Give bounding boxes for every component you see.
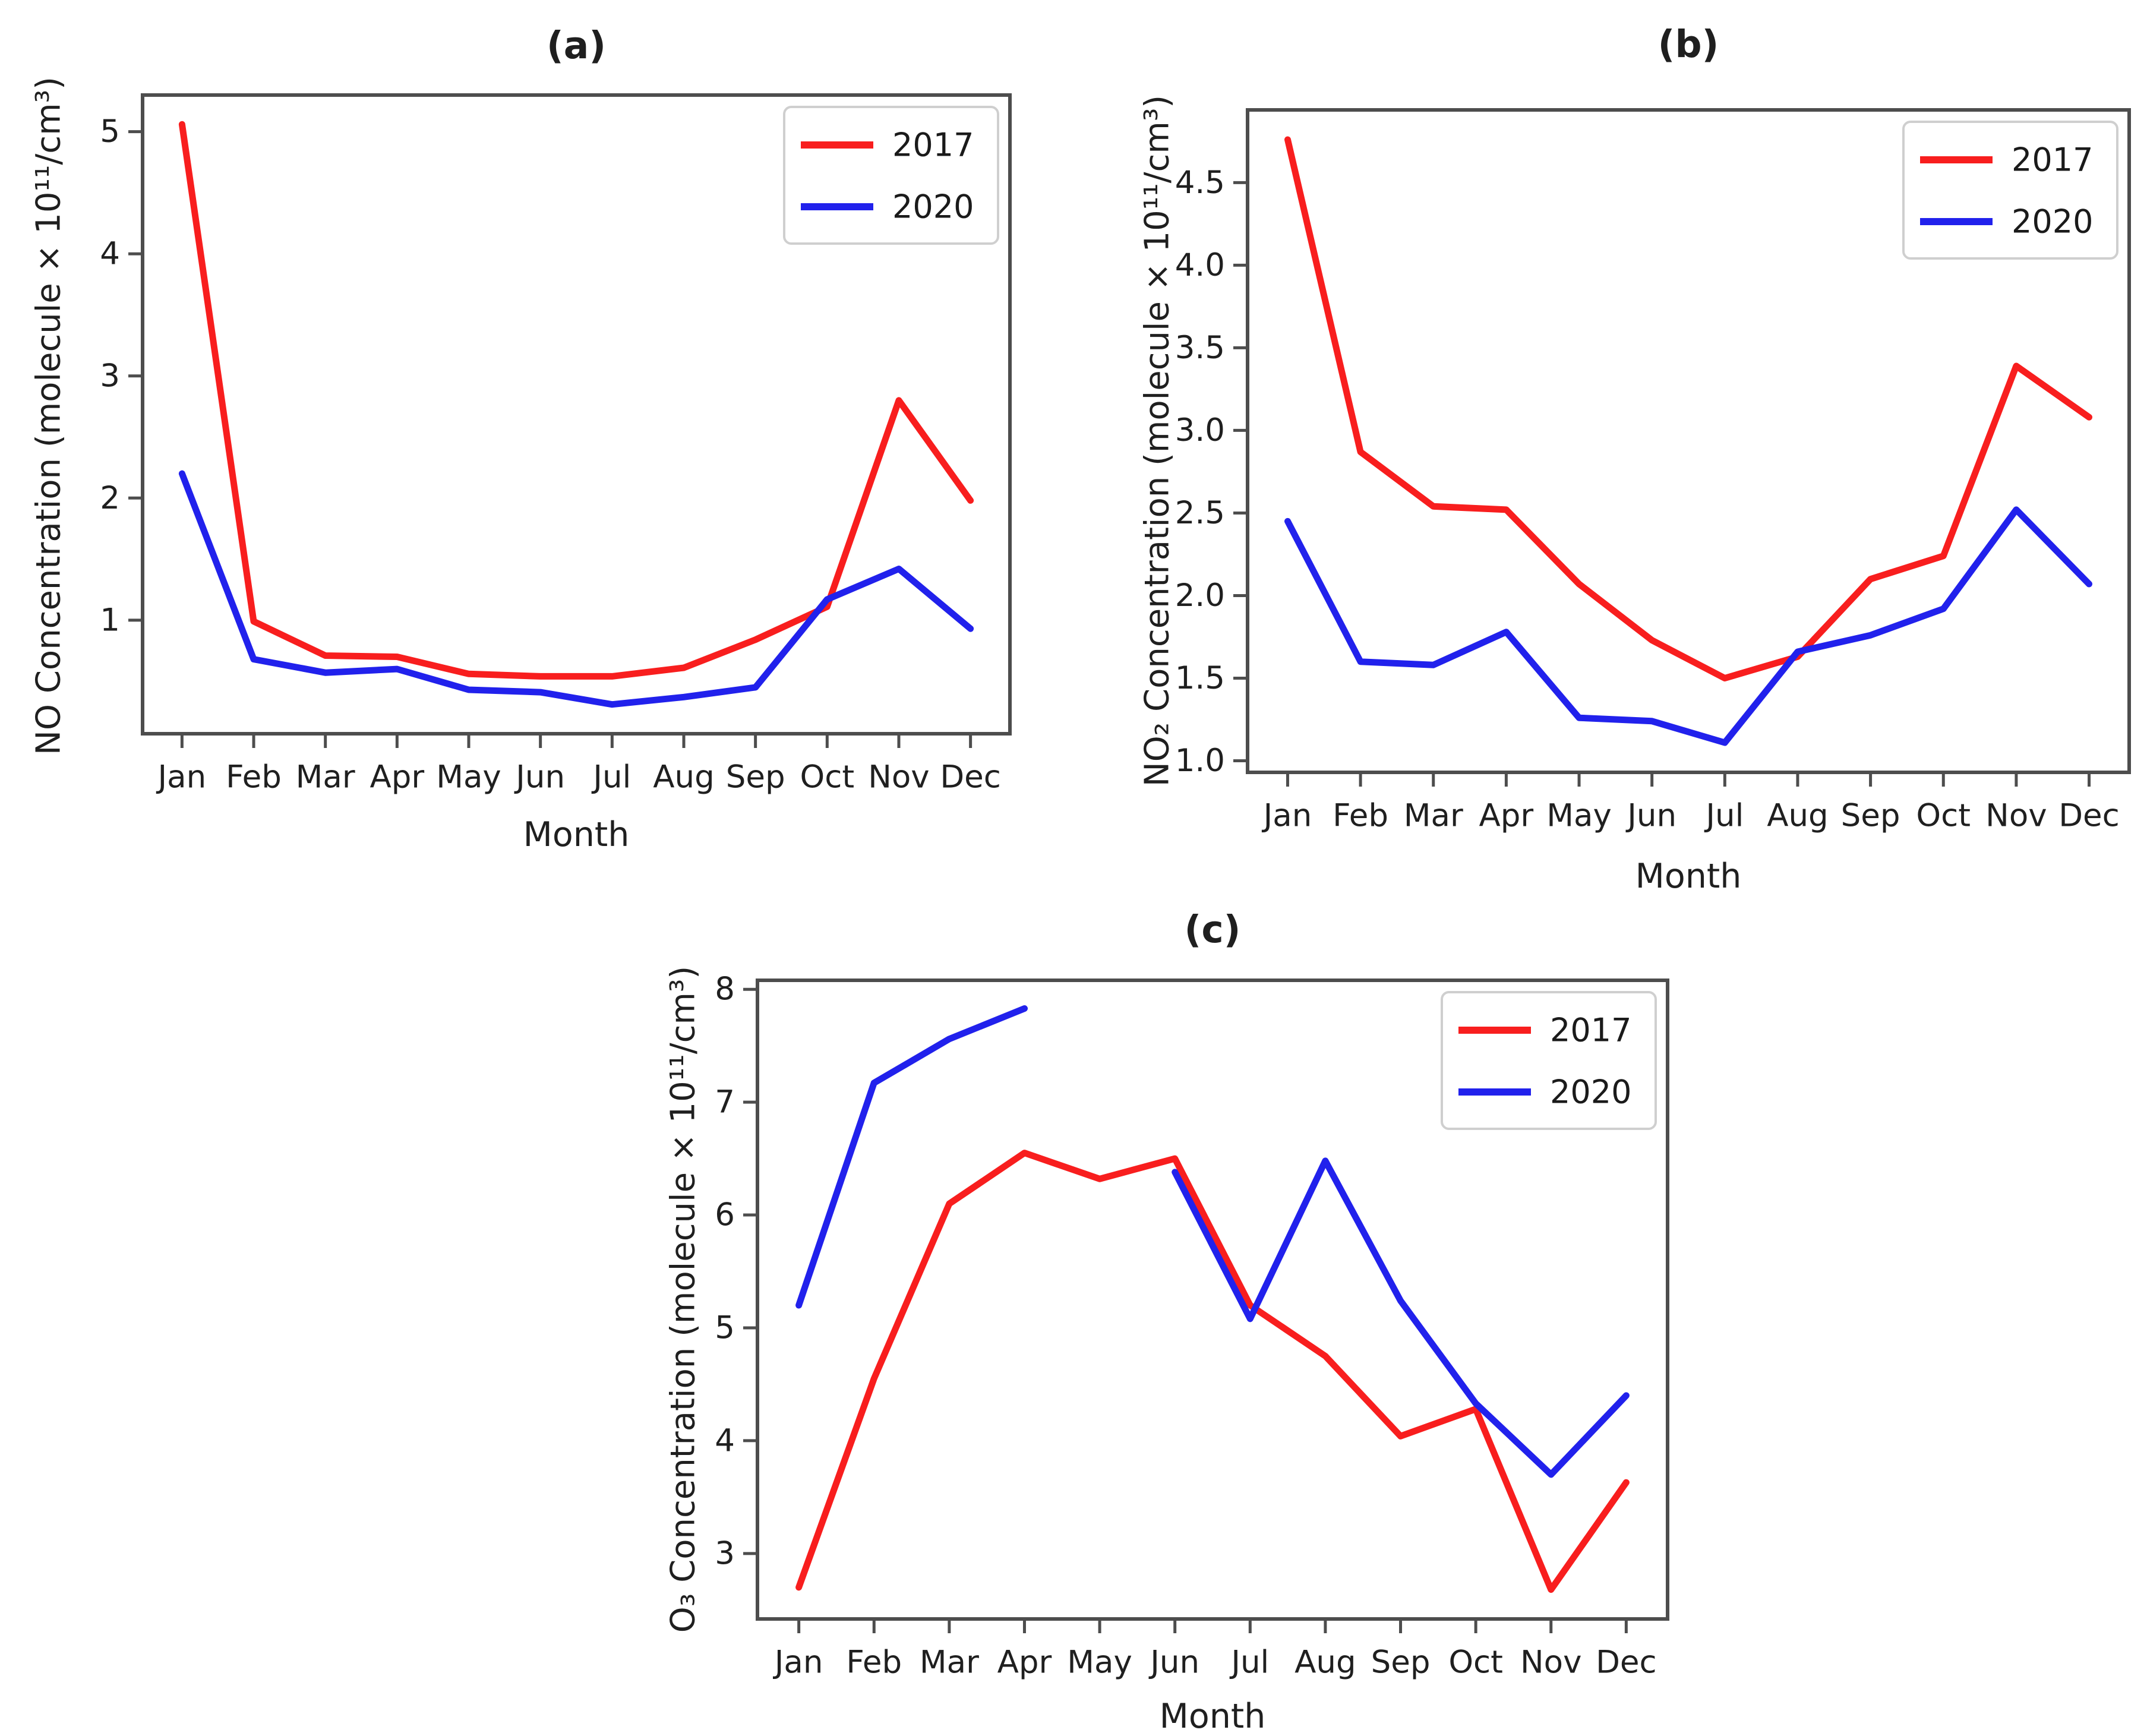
legend: 2017 2020 [783,106,999,245]
x-tick-label: Jan [773,1644,823,1680]
x-tick-label: Jun [514,759,565,795]
y-tick-label: 4.0 [1175,247,1225,283]
legend-label: 2020 [1550,1074,1631,1111]
x-tick-label: Mar [296,759,355,795]
y-tick-label: 7 [715,1084,735,1120]
y-tick-label: 4.5 [1175,165,1225,201]
x-tick-label: Mar [1404,797,1463,834]
series-line-2017 [1284,136,2092,681]
chart-a-title: (a) [546,24,607,67]
y-tick-label: 3.5 [1175,330,1225,366]
x-tick-label: Apr [370,759,424,795]
x-tick-label: Mar [920,1644,979,1680]
x-tick-label: Aug [653,759,715,795]
x-tick-label: Dec [940,759,1001,795]
x-tick-label: Aug [1294,1644,1356,1680]
x-tick-label: Jun [1148,1644,1199,1680]
x-tick-label: May [436,759,501,795]
y-tick-label: 5 [100,113,120,150]
chart-a-xlabel: Month [523,815,630,854]
chart-a: Jan Feb Mar Apr May Jun Jul Aug Sep Oct Nov Dec 1 2 3 4… [100,93,1012,795]
x-tick-label: Feb [226,759,282,795]
x-tick-label: Jul [1229,1644,1269,1680]
chart-c-title: (c) [1184,908,1241,951]
x-tick-label: Dec [1596,1644,1657,1680]
x-tick-label: Nov [1985,797,2047,834]
legend: 2017 2020 [1441,991,1657,1130]
legend-label: 2017 [892,127,974,164]
x-tick-label: Apr [1479,797,1534,834]
legend-label: 2020 [892,188,974,226]
y-tick-label: 2.5 [1175,495,1225,531]
x-tick-label: Apr [997,1644,1052,1680]
y-tick-label: 3.0 [1175,412,1225,449]
x-tick-label: Feb [1333,797,1388,834]
x-tick-label: Dec [2058,797,2120,834]
series-line-2017 [795,1150,1630,1593]
x-tick-label: Jun [1625,797,1676,834]
legend-label: 2020 [2012,203,2093,241]
chart-c-ylabel: O₃ Concentration (molecule × 10¹¹/cm³) [664,965,703,1633]
y-tick-label: 1 [100,602,120,638]
x-tick-label: Nov [868,759,929,795]
x-tick-label: Jul [1704,797,1744,834]
chart-b-xlabel: Month [1635,857,1742,896]
x-tick-label: Oct [800,759,854,795]
legend-label: 2017 [2012,141,2093,179]
y-tick-label: 3 [100,358,120,394]
y-tick-label: 2 [100,480,120,516]
x-tick-label: Oct [1916,797,1971,834]
series-line-2020 [1284,506,2092,746]
x-tick-label: Feb [846,1644,902,1680]
series-line-2017 [178,121,974,680]
y-tick-label: 8 [715,971,735,1008]
x-tick-label: Sep [726,759,785,795]
x-tick-label: Nov [1520,1644,1581,1680]
legend-label: 2017 [1550,1012,1631,1049]
chart-b-ylabel: NO₂ Concentration (molecule × 10¹¹/cm³) [1138,94,1177,787]
x-tick-label: Jul [591,759,631,795]
x-tick-label: May [1067,1644,1132,1680]
legend: 2017 2020 [1902,121,2118,260]
y-tick-label: 1.0 [1175,743,1225,779]
x-tick-label: May [1546,797,1612,834]
x-tick-label: Oct [1448,1644,1503,1680]
series-line-2020 [178,470,974,708]
series-line-2020 [795,1005,1630,1478]
chart-a-ylabel: NO Concentration (molecule × 10¹¹/cm³) [29,77,68,755]
x-tick-label: Jan [1262,797,1312,834]
chart-c-xlabel: Month [1159,1697,1266,1736]
x-tick-label: Jan [156,759,207,795]
y-tick-label: 2.0 [1175,577,1225,614]
y-tick-label: 4 [715,1422,735,1459]
y-tick-label: 4 [100,236,120,272]
y-tick-label: 1.5 [1175,660,1225,696]
chart-b: Jan Feb Mar Apr May Jun Jul Aug Sep Oct Nov Dec 1.0 1… [1175,108,2131,834]
y-tick-label: 3 [715,1535,735,1571]
x-tick-label: Sep [1371,1644,1431,1680]
y-tick-label: 6 [715,1197,735,1233]
x-tick-label: Sep [1841,797,1900,834]
chart-b-title: (b) [1657,23,1719,66]
y-tick-label: 5 [715,1309,735,1346]
chart-c: Jan Feb Mar Apr May Jun Jul Aug Sep Oct Nov Dec 3 4 5 6… [715,971,1669,1680]
x-tick-label: Aug [1767,797,1829,834]
